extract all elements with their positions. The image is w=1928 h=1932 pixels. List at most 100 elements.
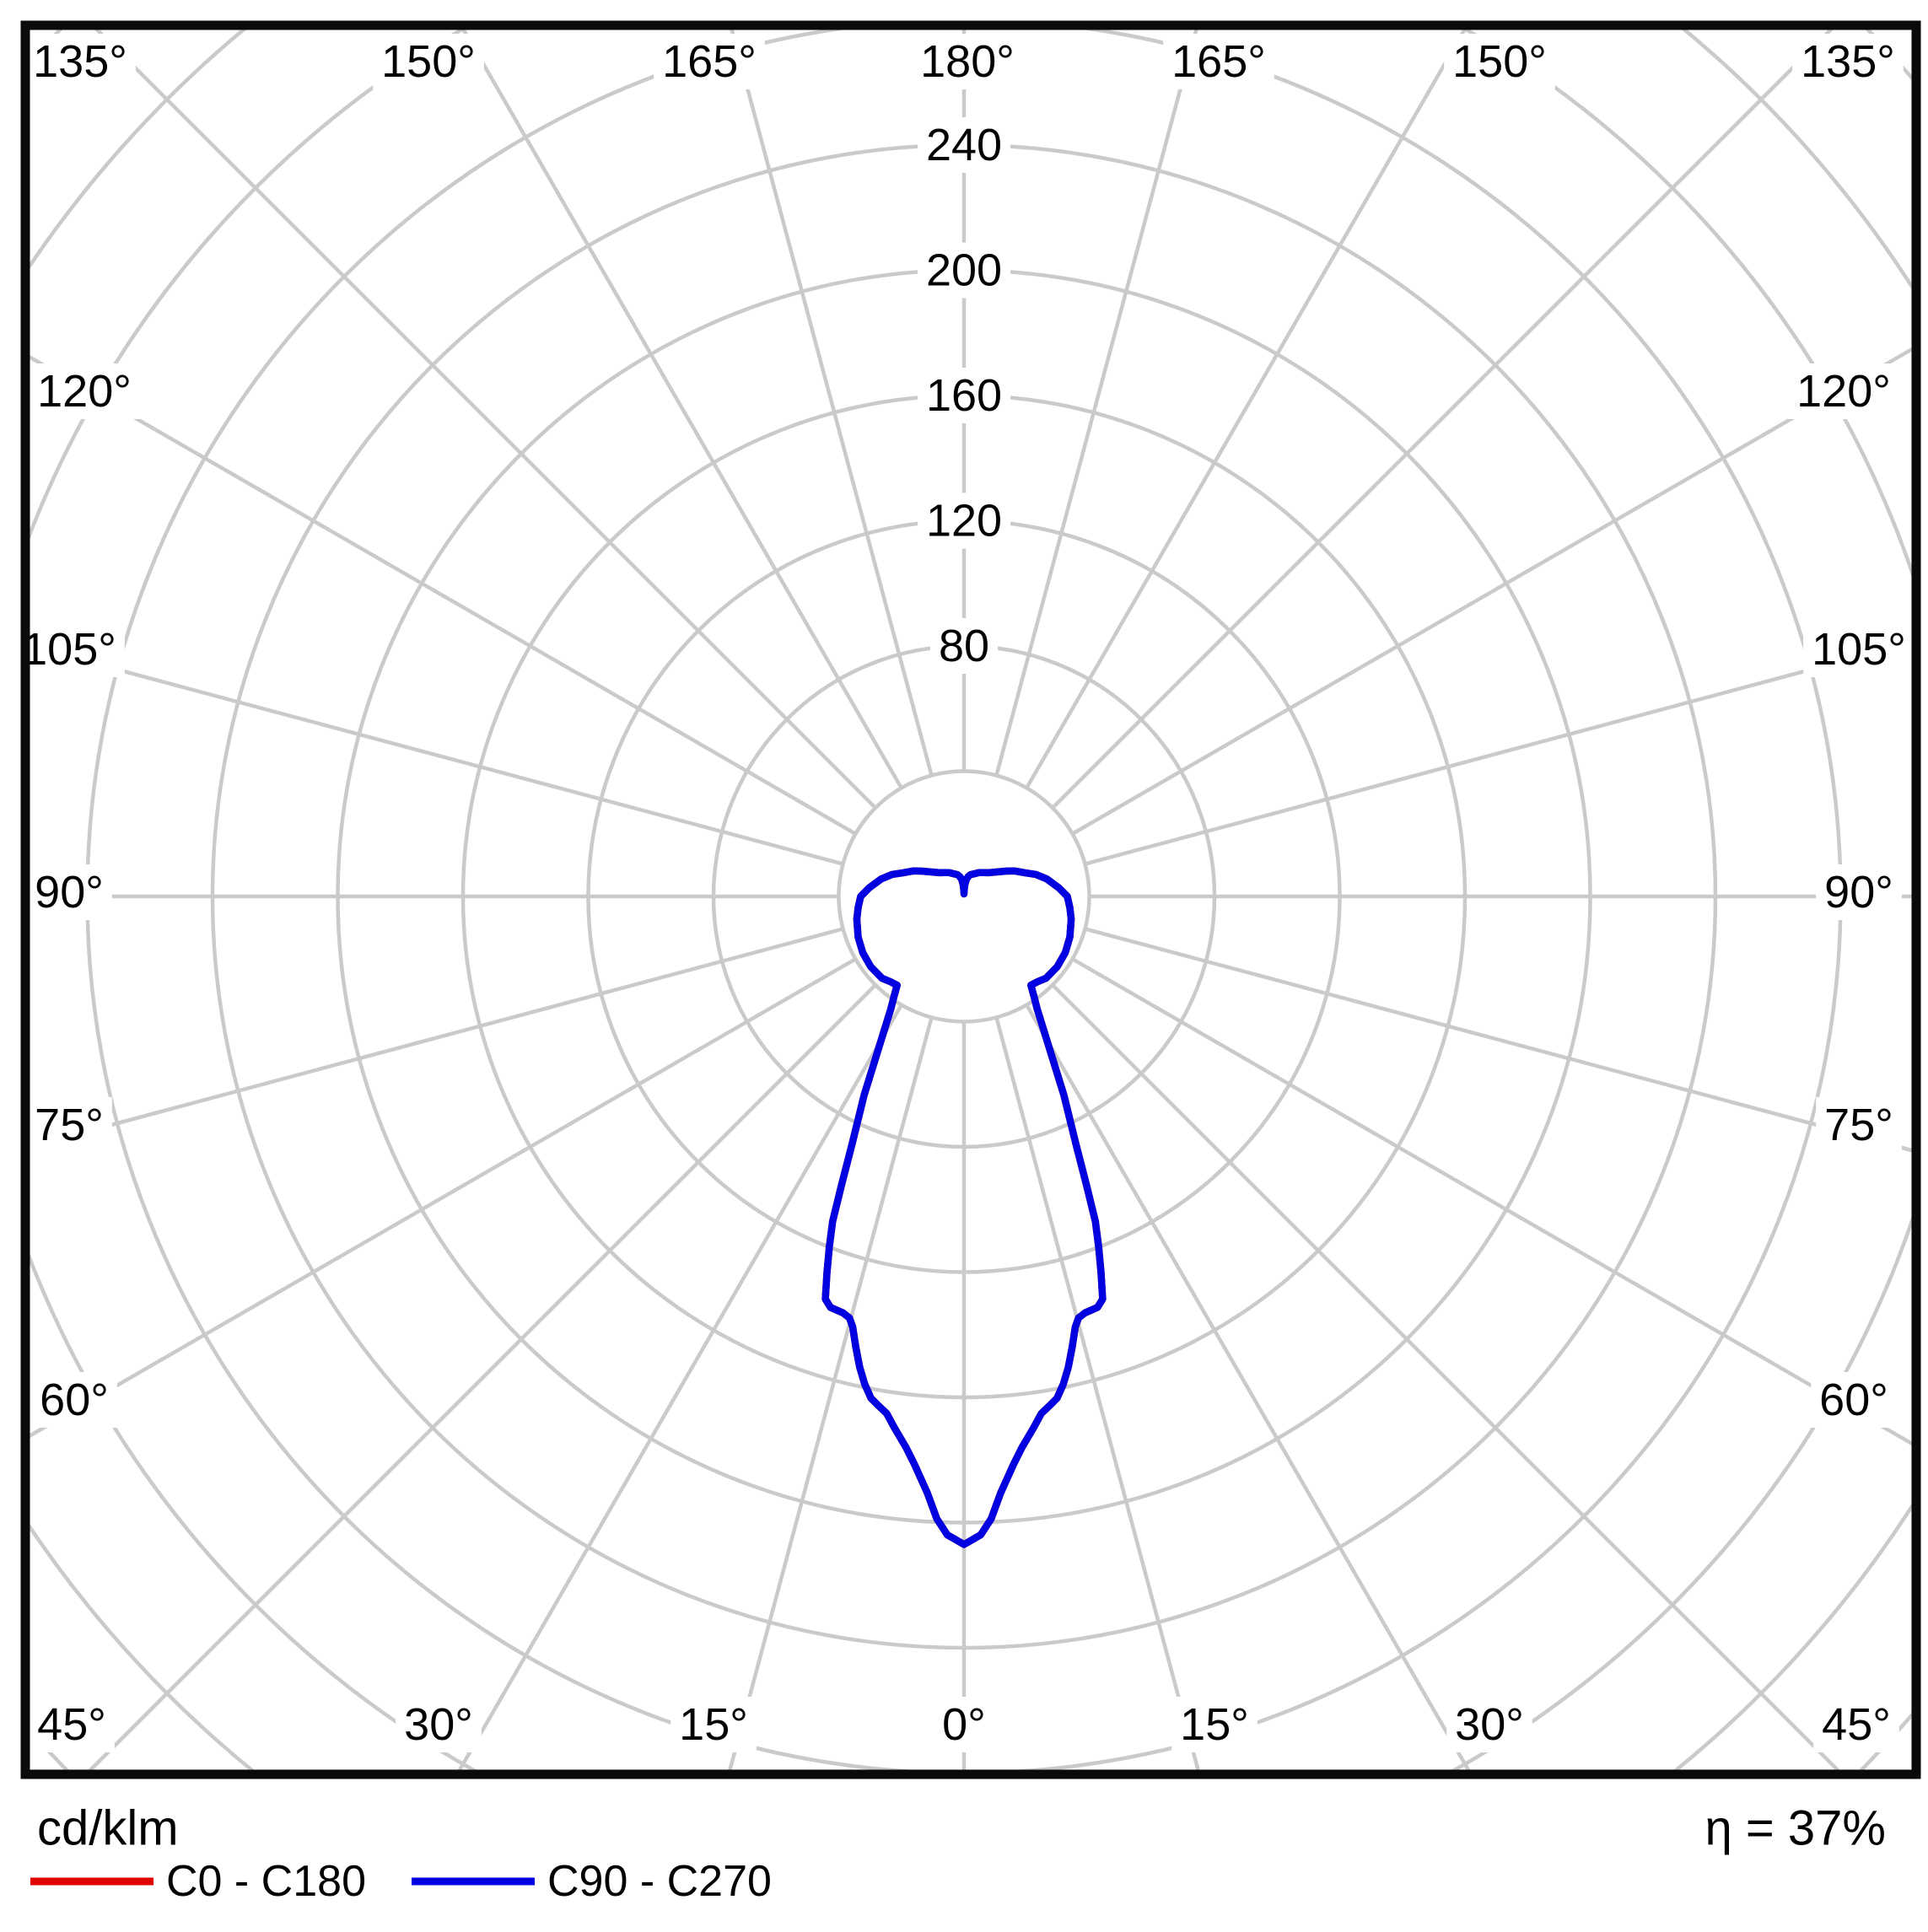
grid-ray [728,25,934,777]
grid-ray [25,643,844,866]
grid-ray [1025,1004,1473,1774]
angle-label-top-mask [373,34,484,89]
angle-label-left: 105° [22,624,116,675]
angle-label-left-group: 120° [29,363,140,419]
angle-label-bottom: 30° [404,1699,473,1750]
angle-label-bottom: 45° [1822,1699,1891,1750]
angle-label-left-mask [26,864,112,920]
angle-label-bottom-group: 45° [29,1697,115,1752]
grid-ray [1071,344,1916,836]
axis-labels: 135° 150° 165° 180° 165° 150° 135° 45° 30° 15° 0° 1… [13,34,1915,1752]
radial-tick-label-mask [917,368,1011,423]
angle-label-bottom: 15° [679,1699,748,1750]
angle-label-top-mask [1444,34,1555,89]
unit-label: cd/klm [37,1801,179,1856]
curve-C90-C270 [821,867,1107,1548]
angle-label-right-mask [1803,622,1915,677]
angle-label-bottom-group: 15° [670,1697,757,1752]
angle-label-bottom-group: 30° [1446,1697,1532,1752]
radial-tick-label-group: 120 [917,492,1011,549]
grid-ray [25,927,844,1150]
angle-label-left-mask [31,1372,117,1428]
angle-label-bottom: 45° [37,1699,106,1750]
angle-label-left: 120° [37,366,132,417]
angle-label-top: 165° [662,36,757,87]
angle-label-bottom-group: 15° [1171,1697,1258,1752]
radial-tick-label: 80 [939,621,989,671]
angle-label-right: 75° [1824,1100,1893,1150]
efficiency-label: η = 37% [1705,1801,1886,1856]
angle-label-bottom-mask [1446,1697,1532,1752]
angle-label-top-mask [1163,34,1274,89]
angle-label-right-mask [1811,1372,1897,1428]
angle-label-top-group: 150° [1444,34,1555,89]
grid-ray [25,352,857,836]
angle-label-top-group: 165° [654,34,765,89]
angle-label-right: 120° [1796,366,1891,417]
angle-label-bottom-group: 0° [934,1697,994,1752]
grid-ray [726,1016,934,1774]
angle-label-top: 165° [1171,36,1266,87]
angle-label-right-group: 60° [1811,1372,1897,1428]
grid-ray [89,25,877,810]
angle-label-left: 60° [40,1375,109,1425]
angle-label-top: 150° [1452,36,1547,87]
angle-label-right-group: 75° [1816,1097,1902,1153]
radial-tick-label-group: 200 [917,242,1011,299]
radial-tick-label: 160 [926,370,1002,421]
angle-label-bottom-mask [396,1697,482,1752]
angle-label-left-mask [26,1097,112,1153]
angle-label-top-group: 165° [1163,34,1274,89]
radial-tick-label-group: 240 [917,117,1011,173]
radial-tick-label-mask [929,618,999,674]
angle-label-top-mask [24,34,136,89]
angle-label-left-group: 60° [31,1372,117,1428]
angle-label-right-mask [1816,864,1902,920]
radial-tick-label-mask [917,242,1011,299]
angle-label-left-group: 75° [26,1097,112,1153]
angle-label-right-mask [1816,1097,1902,1153]
angle-label-right-group: 120° [1788,363,1899,419]
angle-label-top: 150° [381,36,476,87]
angle-label-bottom: 0° [942,1699,986,1750]
angle-label-top-group: 180° [912,34,1023,89]
radial-tick-label: 200 [926,245,1002,296]
angle-label-bottom-mask [29,1697,115,1752]
radial-tick-label-mask [917,117,1011,173]
angle-label-left-group: 105° [13,622,125,677]
angle-label-bottom: 15° [1180,1699,1249,1750]
legend: C0 - C180 C90 - C270 [30,1857,772,1906]
angle-label-bottom-group: 30° [396,1697,482,1752]
grid-ray [25,957,857,1441]
angle-label-top-mask [1792,34,1904,89]
grid-ray [83,983,877,1774]
angle-label-bottom-mask [670,1697,757,1752]
angle-label-bottom: 30° [1455,1699,1524,1750]
grid-ray [1084,639,1916,866]
angle-label-right-group: 90° [1816,864,1902,920]
radial-tick-label: 120 [926,496,1002,546]
angle-label-left-group: 90° [26,864,112,920]
angle-label-bottom-group: 45° [1813,1697,1899,1752]
legend-label-c90: C90 - C270 [547,1857,772,1906]
grid-ray [1051,983,1845,1774]
angle-label-top-group: 150° [373,34,484,89]
angle-label-top-group: 135° [24,34,136,89]
grid-ray [455,1004,903,1774]
angle-label-bottom-mask [934,1697,994,1752]
grid-ray [994,1016,1202,1774]
legend-label-c0: C0 - C180 [166,1857,366,1906]
grid-ray [1084,927,1916,1154]
angle-label-top-mask [912,34,1023,89]
radial-tick-label: 240 [926,120,1002,170]
angle-label-right: 90° [1824,867,1893,918]
angle-label-top-group: 135° [1792,34,1904,89]
plot-frame [20,20,1921,1779]
angle-label-right-mask [1788,363,1899,419]
radial-tick-label-group: 80 [929,618,999,674]
angle-label-left: 75° [35,1100,104,1150]
angle-label-bottom-mask [1171,1697,1258,1752]
angle-label-right-group: 105° [1803,622,1915,677]
